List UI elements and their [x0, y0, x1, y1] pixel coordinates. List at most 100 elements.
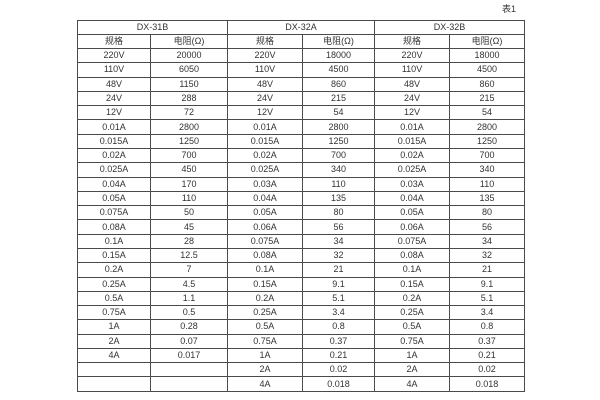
spec-column-header: 规格	[374, 34, 451, 49]
table-row: 220V 20000 220V 18000 220V 18000	[77, 47, 526, 64]
table-row: 0.02A 700 0.02A 700 0.02A 700	[77, 147, 526, 164]
spec-cell: 0.25A	[374, 305, 451, 321]
table-row: 4A 0.018 4A 0.018	[77, 376, 526, 392]
spec-cell: 0.5A	[227, 319, 304, 335]
spec-cell: 0.15A	[227, 276, 304, 292]
resistance-cell: 2800	[302, 119, 376, 135]
resistance-cell: 6050	[149, 62, 229, 78]
table-row: 12V 72 12V 54 12V 54	[77, 105, 526, 121]
spec-cell: 0.025A	[77, 162, 151, 178]
resistance-cell: 0.5	[149, 305, 229, 321]
resistance-cell: 4.5	[149, 276, 229, 292]
spec-cell: 0.2A	[374, 290, 451, 307]
spec-cell: 0.02A	[77, 147, 151, 164]
spec-cell: 110V	[374, 62, 451, 78]
table-body: 220V 20000 220V 18000 220V 18000 110V 6050 110V 4…	[77, 47, 526, 392]
resistance-cell: 0.28	[149, 319, 229, 335]
group-title-row: DX-31B DX-32A DX-32B	[76, 20, 526, 35]
table-row: 0.5A 1.1 0.2A 5.1 0.2A 5.1	[77, 290, 526, 307]
resistance-column-header: 电阻(Ω)	[302, 34, 376, 49]
resistance-cell: 34	[449, 233, 526, 249]
resistance-cell: 0.02	[449, 362, 526, 378]
table-row: 0.75A 0.5 0.25A 3.4 0.25A 3.4	[77, 305, 526, 321]
spec-cell: 2A	[77, 333, 151, 349]
table-caption: 表1	[501, 4, 516, 14]
resistance-cell: 700	[449, 147, 526, 164]
resistance-column-header: 电阻(Ω)	[149, 34, 229, 49]
spec-cell: 0.5A	[77, 290, 151, 307]
resistance-cell: 700	[149, 147, 229, 164]
resistance-cell: 3.4	[302, 305, 376, 321]
spec-cell: 0.025A	[374, 162, 451, 178]
resistance-cell: 32	[449, 247, 526, 264]
spec-cell: 1A	[374, 347, 451, 364]
spec-cell: 0.25A	[77, 276, 151, 292]
resistance-cell: 2800	[149, 119, 229, 135]
table-row: 0.015A 1250 0.015A 1250 0.015A 1250	[77, 133, 526, 149]
spec-cell: 0.1A	[227, 262, 304, 278]
spec-cell: 0.02A	[227, 147, 304, 164]
spec-cell: 48V	[374, 76, 451, 92]
resistance-cell: 0.017	[149, 347, 229, 364]
spec-cell: 110V	[77, 62, 151, 78]
group-title-dx-32a: DX-32A	[227, 20, 376, 35]
spec-cell: 220V	[227, 47, 304, 64]
spec-cell: 0.015A	[374, 133, 451, 149]
resistance-cell: 3.4	[449, 305, 526, 321]
resistance-cell: 5.1	[302, 290, 376, 307]
spec-cell: 0.15A	[374, 276, 451, 292]
table-row: 0.04A 170 0.03A 110 0.03A 110	[77, 176, 526, 192]
table-row: 2A 0.02 2A 0.02	[77, 362, 526, 378]
resistance-cell: 28	[149, 233, 229, 249]
spec-cell: 0.04A	[227, 190, 304, 207]
spec-cell: 0.04A	[374, 190, 451, 207]
resistance-cell	[149, 362, 229, 378]
spec-cell: 4A	[227, 376, 304, 392]
spec-cell: 0.075A	[374, 233, 451, 249]
spec-cell: 0.06A	[374, 219, 451, 235]
resistance-cell: 110	[302, 176, 376, 192]
resistance-cell: 4500	[449, 62, 526, 78]
spec-cell: 0.04A	[77, 176, 151, 192]
spec-cell: 2A	[227, 362, 304, 378]
spec-cell: 24V	[227, 90, 304, 107]
spec-cell: 0.08A	[374, 247, 451, 264]
resistance-cell: 288	[149, 90, 229, 107]
table-row: 0.15A 12.5 0.08A 32 0.08A 32	[77, 247, 526, 264]
spec-cell: 0.2A	[77, 262, 151, 278]
resistance-cell: 0.018	[302, 376, 376, 392]
resistance-cell: 0.37	[449, 333, 526, 349]
resistance-cell: 110	[149, 190, 229, 207]
table-row: 0.08A 45 0.06A 56 0.06A 56	[77, 219, 526, 235]
resistance-cell: 9.1	[449, 276, 526, 292]
table-row: 48V 1150 48V 860 48V 860	[77, 76, 526, 92]
spec-cell: 0.1A	[374, 262, 451, 278]
resistance-cell: 18000	[449, 47, 526, 64]
resistance-cell: 0.8	[449, 319, 526, 335]
resistance-cell: 9.1	[302, 276, 376, 292]
resistance-cell: 32	[302, 247, 376, 264]
spec-cell: 0.05A	[227, 205, 304, 221]
table-row: 0.075A 50 0.05A 80 0.05A 80	[77, 205, 526, 221]
spec-cell	[77, 362, 151, 378]
spec-cell	[77, 376, 151, 392]
resistance-cell: 1250	[449, 133, 526, 149]
resistance-cell: 860	[302, 76, 376, 92]
resistance-cell: 34	[302, 233, 376, 249]
spec-cell: 0.08A	[227, 247, 304, 264]
resistance-cell: 0.07	[149, 333, 229, 349]
resistance-spec-table: DX-31B DX-32A DX-32B 规格 电阻(Ω) 规格 电阻(Ω) 规…	[76, 20, 526, 392]
resistance-cell: 12.5	[149, 247, 229, 264]
spec-cell: 12V	[227, 105, 304, 121]
spec-cell: 110V	[227, 62, 304, 78]
spec-column-header: 规格	[77, 34, 151, 49]
resistance-cell: 54	[449, 105, 526, 121]
resistance-cell: 135	[302, 190, 376, 207]
resistance-cell: 0.018	[449, 376, 526, 392]
resistance-cell: 340	[449, 162, 526, 178]
resistance-cell: 7	[149, 262, 229, 278]
spec-cell: 0.025A	[227, 162, 304, 178]
table-row: 110V 6050 110V 4500 110V 4500	[77, 62, 526, 78]
resistance-cell: 1250	[149, 133, 229, 149]
